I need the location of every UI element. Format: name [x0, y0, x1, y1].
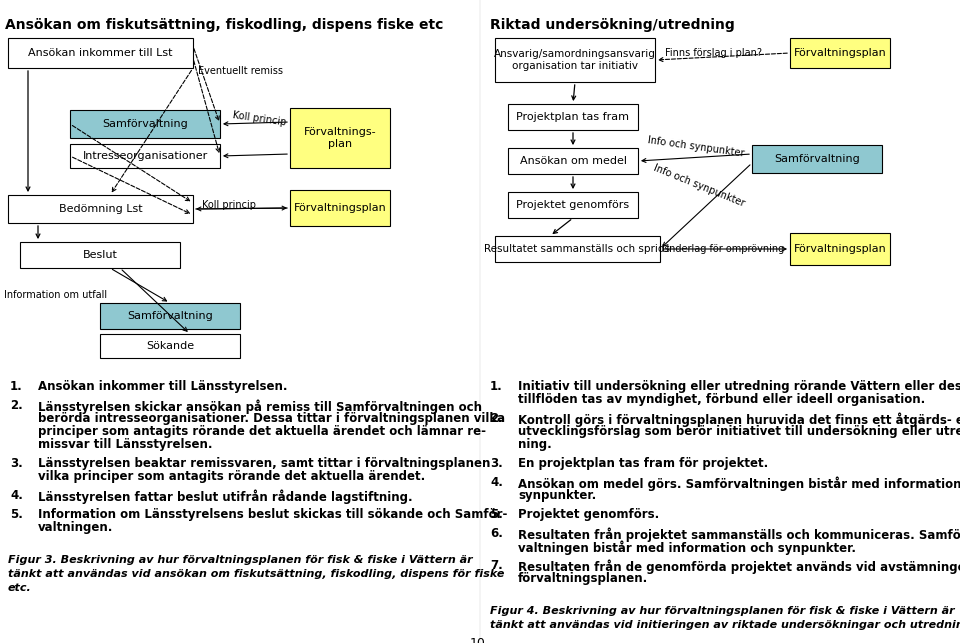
Text: Ansökan om medel: Ansökan om medel — [519, 156, 627, 166]
Text: vilka principer som antagits rörande det aktuella ärendet.: vilka principer som antagits rörande det… — [38, 470, 425, 483]
Text: Resultaten från projektet sammanställs och kommuniceras. Samför-: Resultaten från projektet sammanställs o… — [518, 527, 960, 541]
Text: principer som antagits rörande det aktuella ärendet och lämnar re-: principer som antagits rörande det aktue… — [38, 425, 486, 438]
Bar — [790, 233, 890, 265]
Text: Samförvaltning: Samförvaltning — [127, 311, 213, 321]
Bar — [100, 334, 240, 358]
Text: 5.: 5. — [10, 508, 23, 521]
Text: 2.: 2. — [10, 399, 23, 412]
Text: Ansökan inkommer till Länsstyrelsen.: Ansökan inkommer till Länsstyrelsen. — [38, 380, 287, 393]
Text: Ansökan om medel görs. Samförvaltningen bistår med information och: Ansökan om medel görs. Samförvaltningen … — [518, 476, 960, 491]
Bar — [508, 148, 638, 174]
Bar — [508, 192, 638, 218]
Bar — [20, 242, 180, 268]
Bar — [290, 190, 390, 226]
Text: Förvaltningsplan: Förvaltningsplan — [294, 203, 386, 213]
Text: tänkt att användas vid initieringen av riktade undersökningar och utredningar.: tänkt att användas vid initieringen av r… — [490, 620, 960, 630]
Text: 5.: 5. — [490, 508, 503, 521]
Bar — [495, 236, 660, 262]
Text: Koll princip: Koll princip — [202, 200, 256, 210]
Bar — [508, 104, 638, 130]
Text: 3.: 3. — [490, 457, 503, 470]
Text: berörda intresseorganisationer. Dessa tittar i förvaltningsplanen vilka: berörda intresseorganisationer. Dessa ti… — [38, 412, 505, 425]
Text: En projektplan tas fram för projektet.: En projektplan tas fram för projektet. — [518, 457, 768, 470]
Text: Initiativ till undersökning eller utredning rörande Vättern eller dess: Initiativ till undersökning eller utredn… — [518, 380, 960, 393]
Text: Intresseorganisationer: Intresseorganisationer — [83, 151, 207, 161]
Text: Förvaltningsplan: Förvaltningsplan — [794, 48, 886, 58]
Text: 4.: 4. — [490, 476, 503, 489]
Text: Projektet genomförs: Projektet genomförs — [516, 200, 630, 210]
Text: 1.: 1. — [10, 380, 23, 393]
Text: Information om utfall: Information om utfall — [4, 290, 108, 300]
Text: 6.: 6. — [490, 527, 503, 540]
Text: Länsstyrelsen fattar beslut utifrån rådande lagstiftning.: Länsstyrelsen fattar beslut utifrån råda… — [38, 489, 413, 503]
Bar — [752, 145, 882, 173]
Text: Underlag för omprövning: Underlag för omprövning — [662, 244, 784, 254]
Bar — [70, 110, 220, 138]
Text: synpunkter.: synpunkter. — [518, 489, 596, 502]
Text: Riktad undersökning/utredning: Riktad undersökning/utredning — [490, 18, 734, 32]
Text: 7.: 7. — [490, 559, 503, 572]
Text: Projektplan tas fram: Projektplan tas fram — [516, 112, 630, 122]
Bar — [70, 144, 220, 168]
Text: tänkt att användas vid ansökan om fiskutsättning, fiskodling, dispens för fiske: tänkt att användas vid ansökan om fiskut… — [8, 569, 504, 579]
Text: Länsstyrelsen beaktar remissvaren, samt tittar i förvaltningsplanen: Länsstyrelsen beaktar remissvaren, samt … — [38, 457, 491, 470]
Bar — [290, 108, 390, 168]
Text: Info och synpunkter: Info och synpunkter — [652, 163, 746, 209]
Text: Samförvaltning: Samförvaltning — [102, 119, 188, 129]
Text: Finns förslag i plan?: Finns förslag i plan? — [665, 48, 762, 58]
Text: Eventuellt remiss: Eventuellt remiss — [198, 66, 283, 76]
Text: 2.: 2. — [490, 412, 503, 425]
Text: valtningen bistår med information och synpunkter.: valtningen bistår med information och sy… — [518, 540, 856, 554]
Text: 10: 10 — [470, 637, 486, 643]
Text: valtningen.: valtningen. — [38, 521, 113, 534]
Text: Ansvarig/samordningsansvarig
organisation tar initiativ: Ansvarig/samordningsansvarig organisatio… — [494, 50, 656, 71]
Text: Projektet genomförs.: Projektet genomförs. — [518, 508, 660, 521]
Text: Figur 4. Beskrivning av hur förvaltningsplanen för fisk & fiske i Vättern är: Figur 4. Beskrivning av hur förvaltnings… — [490, 606, 954, 616]
Text: etc.: etc. — [8, 583, 32, 593]
Text: Sökande: Sökande — [146, 341, 194, 351]
Bar — [495, 38, 655, 82]
Text: Beslut: Beslut — [83, 250, 117, 260]
Text: tillflöden tas av myndighet, förbund eller ideell organisation.: tillflöden tas av myndighet, förbund ell… — [518, 393, 925, 406]
Text: Resultaten från de genomförda projektet används vid avstämningen av: Resultaten från de genomförda projektet … — [518, 559, 960, 574]
Text: förvaltningsplanen.: förvaltningsplanen. — [518, 572, 648, 585]
Bar — [790, 38, 890, 68]
Text: Bedömning Lst: Bedömning Lst — [59, 204, 142, 214]
Text: Förvaltningsplan: Förvaltningsplan — [794, 244, 886, 254]
Text: Samförvaltning: Samförvaltning — [774, 154, 860, 164]
Text: 1.: 1. — [490, 380, 503, 393]
Text: Figur 3. Beskrivning av hur förvaltningsplanen för fisk & fiske i Vättern är: Figur 3. Beskrivning av hur förvaltnings… — [8, 555, 472, 565]
Text: Information om Länsstyrelsens beslut skickas till sökande och Samför-: Information om Länsstyrelsens beslut ski… — [38, 508, 508, 521]
Text: ning.: ning. — [518, 438, 552, 451]
Bar — [8, 195, 193, 223]
Text: Resultatet sammanställs och sprids: Resultatet sammanställs och sprids — [485, 244, 670, 254]
Text: Förvaltnings-
plan: Förvaltnings- plan — [303, 127, 376, 149]
Bar — [100, 303, 240, 329]
Text: utvecklingsförslag som berör initiativet till undersökning eller utred-: utvecklingsförslag som berör initiativet… — [518, 425, 960, 438]
Text: 3.: 3. — [10, 457, 23, 470]
Text: Koll princip: Koll princip — [232, 110, 287, 127]
Text: 4.: 4. — [10, 489, 23, 502]
Text: Ansökan om fiskutsättning, fiskodling, dispens fiske etc: Ansökan om fiskutsättning, fiskodling, d… — [5, 18, 444, 32]
Text: missvar till Länsstyrelsen.: missvar till Länsstyrelsen. — [38, 438, 212, 451]
Text: Länsstyrelsen skickar ansökan på remiss till Samförvaltningen och: Länsstyrelsen skickar ansökan på remiss … — [38, 399, 482, 413]
Text: Ansökan inkommer till Lst: Ansökan inkommer till Lst — [28, 48, 173, 58]
Text: Kontroll görs i förvaltningsplanen huruvida det finns ett åtgärds- eller: Kontroll görs i förvaltningsplanen huruv… — [518, 412, 960, 426]
Bar — [8, 38, 193, 68]
Text: Info och synpunkter: Info och synpunkter — [647, 135, 745, 158]
